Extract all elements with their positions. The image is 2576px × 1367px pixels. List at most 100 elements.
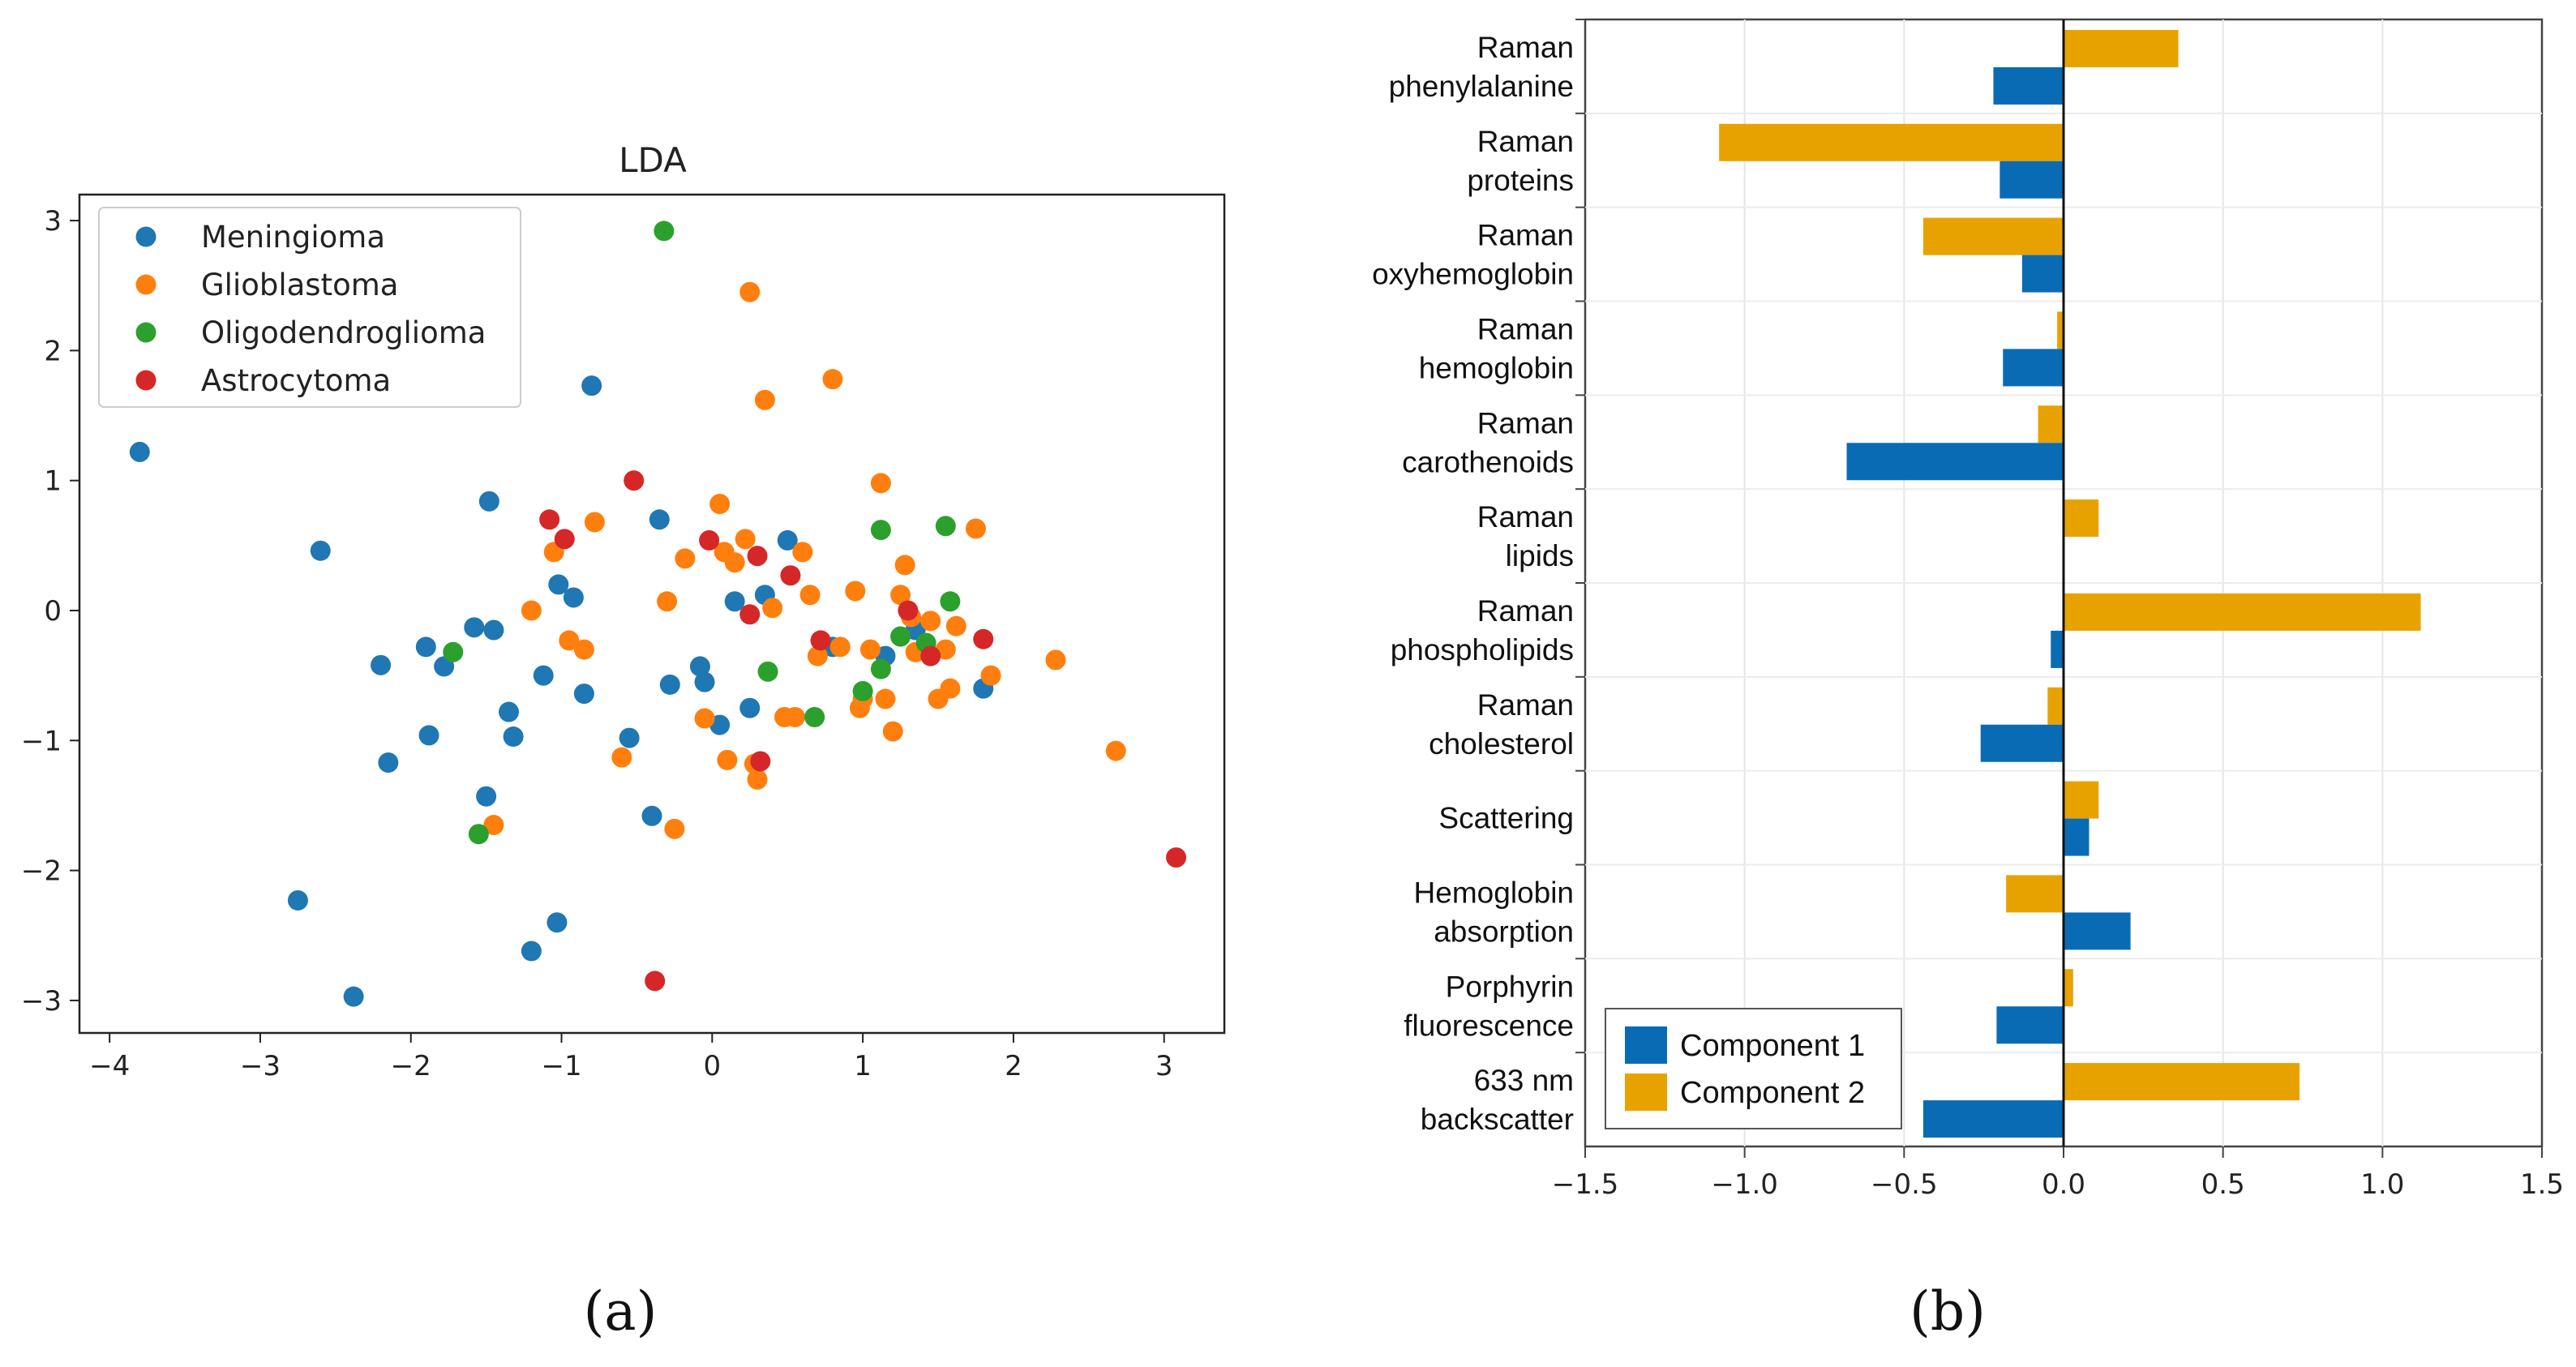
- lda-point-astrocytoma: [898, 600, 919, 621]
- bar-x-tick-label: 0.5: [2201, 1168, 2245, 1201]
- bar-component-2: [2047, 687, 2064, 725]
- lda-point-glioblastoma: [754, 389, 775, 410]
- bar-category-label: Raman: [1477, 688, 1574, 722]
- lda-point-meningioma: [418, 725, 439, 746]
- bar-category-label: Raman: [1477, 31, 1574, 64]
- bar-category-label: Raman: [1477, 406, 1574, 439]
- bar-component-1: [1996, 1006, 2064, 1044]
- lda-point-meningioma: [129, 441, 150, 462]
- lda-point-glioblastoma: [573, 639, 594, 660]
- lda-point-glioblastoma: [980, 665, 1001, 686]
- lda-point-meningioma: [378, 752, 399, 773]
- lda-point-glioblastoma: [747, 769, 768, 790]
- lda-point-glioblastoma: [945, 615, 967, 636]
- lda-point-glioblastoma: [920, 611, 941, 632]
- lda-point-astrocytoma: [920, 645, 941, 666]
- lda-x-tick-label: 0: [703, 1050, 721, 1082]
- lda-point-oligodendroglioma: [654, 221, 675, 242]
- bar-component-2: [2064, 1063, 2300, 1101]
- lda-point-glioblastoma: [890, 585, 911, 606]
- lda-point-meningioma: [659, 674, 680, 695]
- bar-x-axis: −1.5 −1.0 −0.5 0.0 0.5 1.0 1.5: [1552, 1146, 2564, 1201]
- bar-legend-label: Component 2: [1680, 1076, 1865, 1110]
- lda-point-astrocytoma: [750, 751, 771, 772]
- lda-point-meningioma: [563, 587, 584, 608]
- bar-component-2: [2064, 593, 2421, 631]
- lda-point-astrocytoma: [699, 529, 720, 551]
- bar-component-2: [2064, 969, 2073, 1007]
- lda-y-tick-label: 0: [44, 595, 62, 628]
- lda-point-astrocytoma: [810, 630, 831, 651]
- lda-point-glioblastoma: [875, 688, 896, 709]
- lda-point-glioblastoma: [940, 678, 961, 699]
- lda-y-tick-label: 3: [44, 205, 62, 238]
- lda-point-glioblastoma: [822, 369, 843, 390]
- lda-x-tick-label: −1: [541, 1050, 581, 1082]
- lda-point-meningioma: [343, 986, 364, 1007]
- lda-point-glioblastoma: [584, 512, 605, 533]
- bar-component-2: [1922, 217, 2064, 255]
- bar-component-1: [2000, 161, 2064, 199]
- lda-point-astrocytoma: [747, 546, 768, 567]
- lda-point-glioblastoma: [735, 529, 756, 550]
- bar-x-tick-label: −0.5: [1871, 1168, 1938, 1201]
- lda-point-glioblastoma: [762, 598, 783, 619]
- lda-point-astrocytoma: [539, 509, 560, 530]
- lda-point-meningioma: [641, 805, 662, 826]
- lda-legend-box: [98, 207, 521, 408]
- bar-category-label: Raman: [1477, 125, 1574, 158]
- bar-category-label: phenylalanine: [1389, 70, 1574, 103]
- lda-point-glioblastoma: [859, 639, 881, 660]
- lda-point-astrocytoma: [624, 470, 645, 491]
- bar-legend-swatch: [1625, 1073, 1667, 1111]
- lda-point-meningioma: [464, 617, 485, 638]
- lda-point-astrocytoma: [739, 604, 761, 625]
- lda-point-meningioma: [415, 636, 436, 658]
- bar-component-1: [1980, 724, 2064, 762]
- lda-point-glioblastoma: [882, 721, 903, 742]
- bar-component-1: [2051, 630, 2064, 668]
- lda-legend-label: Oligodendroglioma: [201, 315, 486, 350]
- bar-category-label: Scattering: [1438, 802, 1574, 835]
- lda-point-glioblastoma: [694, 708, 715, 729]
- lda-legend-label: Astrocytoma: [201, 363, 391, 398]
- bar-component-1: [2021, 255, 2064, 293]
- lda-point-meningioma: [649, 509, 670, 530]
- lda-point-oligodendroglioma: [940, 591, 961, 612]
- lda-point-glioblastoma: [521, 600, 542, 621]
- lda-x-tick-label: −4: [89, 1050, 130, 1082]
- lda-point-oligodendroglioma: [870, 520, 891, 541]
- bar-category-label: Raman: [1477, 500, 1574, 534]
- lda-point-glioblastoma: [785, 706, 805, 727]
- bar-category-label: lipids: [1506, 539, 1574, 572]
- lda-legend-marker: [135, 274, 156, 295]
- lda-point-glioblastoma: [739, 281, 761, 302]
- lda-legend-label: Glioblastoma: [201, 268, 398, 302]
- lda-point-meningioma: [694, 671, 715, 692]
- bar-category-label: Porphyrin: [1446, 970, 1574, 1003]
- bar-x-tick-label: −1.5: [1552, 1168, 1619, 1201]
- lda-point-oligodendroglioma: [852, 680, 873, 701]
- lda-point-oligodendroglioma: [890, 626, 911, 647]
- bar-category-label: proteins: [1467, 164, 1574, 197]
- lda-point-glioblastoma: [829, 636, 851, 658]
- bar-category-label: carothenoids: [1402, 445, 1574, 478]
- lda-y-axis: −3 −2 −1 0 1 2 3: [21, 205, 79, 1018]
- lda-point-astrocytoma: [645, 971, 666, 992]
- panel-label-a: (a): [584, 1280, 658, 1343]
- lda-point-oligodendroglioma: [443, 641, 464, 662]
- lda-scatter-panel: LDA −4 −3 −2 −1 0 1 2 3 −3 −2 −1 0 1 2 3 Meningioma Gl…: [21, 140, 1226, 1082]
- bar-legend-swatch: [1625, 1026, 1667, 1064]
- lda-y-tick-label: 2: [44, 335, 62, 367]
- lda-point-glioblastoma: [965, 518, 986, 539]
- lda-point-glioblastoma: [675, 548, 696, 569]
- lda-x-tick-label: 2: [1005, 1050, 1022, 1082]
- bar-component-2: [2064, 29, 2179, 67]
- lda-point-meningioma: [548, 574, 569, 595]
- lda-legend: Meningioma Glioblastoma Oligodendroglioma A…: [98, 207, 521, 408]
- lda-point-meningioma: [476, 786, 497, 807]
- lda-point-meningioma: [521, 941, 542, 962]
- lda-x-tick-label: 3: [1155, 1050, 1173, 1082]
- bar-component-2: [2006, 875, 2064, 913]
